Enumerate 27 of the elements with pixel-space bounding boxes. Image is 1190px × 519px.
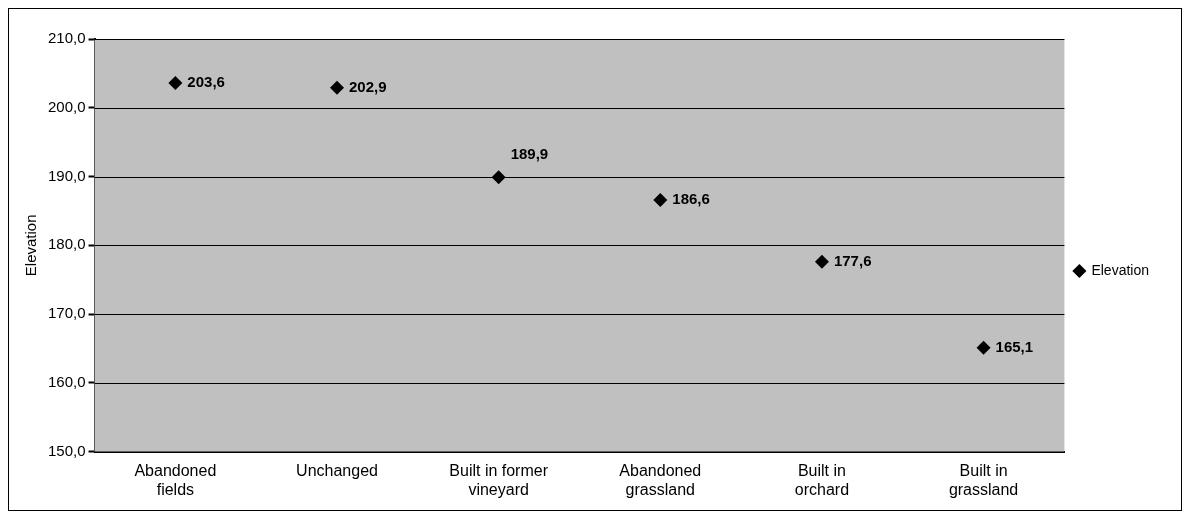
data-label: 202,9 bbox=[349, 77, 387, 95]
y-tick-label: 180,0 bbox=[47, 235, 86, 253]
point bbox=[168, 76, 183, 91]
data-label: 203,6 bbox=[187, 73, 225, 91]
x-tick-label: Built in grassland bbox=[948, 461, 1019, 498]
point bbox=[491, 170, 506, 185]
x-tick-label: Unchanged bbox=[296, 461, 378, 479]
data-label: 186,6 bbox=[672, 190, 710, 208]
data-label: 165,1 bbox=[995, 337, 1034, 355]
point bbox=[330, 80, 344, 95]
y-tick-label: 170,0 bbox=[47, 304, 86, 322]
point bbox=[814, 254, 829, 269]
point bbox=[976, 340, 991, 355]
y-tick-label: 210,0 bbox=[47, 29, 86, 47]
y-tick-label: 160,0 bbox=[47, 372, 86, 390]
y-tick-label: 200,0 bbox=[47, 97, 86, 115]
y-tick-label: 190,0 bbox=[47, 166, 86, 184]
y-axis-title: Elevation bbox=[22, 214, 40, 277]
legend-label: Elevation bbox=[1091, 261, 1149, 278]
x-tick-label: Built in orchard bbox=[794, 461, 850, 498]
point bbox=[653, 192, 668, 207]
y-tick-label: 150,0 bbox=[47, 441, 86, 459]
x-tick-label: Abandoned grassland bbox=[619, 461, 702, 498]
x-tick-label: Abandoned fields bbox=[134, 461, 217, 498]
data-label: 177,6 bbox=[833, 251, 872, 269]
x-tick-label: Built in former vineyard bbox=[449, 461, 549, 498]
data-label: 189,9 bbox=[510, 145, 549, 163]
